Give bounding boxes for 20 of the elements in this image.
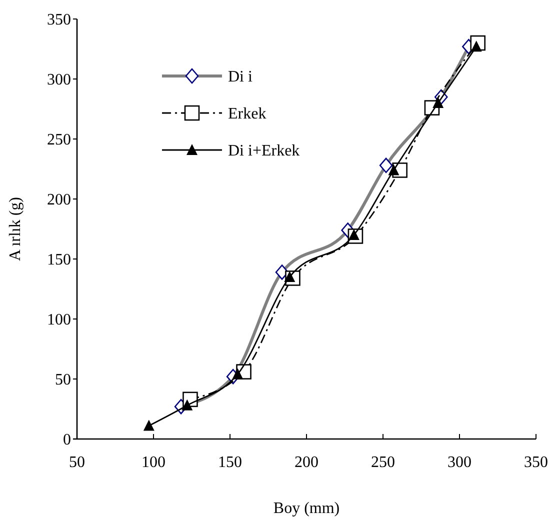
- x-tick-label: 350: [524, 454, 548, 471]
- legend-label: Erkek: [228, 106, 266, 123]
- legend-label: Di i: [228, 68, 253, 86]
- x-tick-label: 50: [69, 454, 85, 471]
- y-tick-label: 250: [47, 132, 71, 149]
- x-axis-title: Boy (mm): [273, 500, 340, 517]
- y-tick-label: 300: [47, 72, 71, 89]
- y-tick-label: 50: [55, 372, 71, 389]
- y-axis-title: A ırlık (g): [7, 197, 24, 261]
- y-tick-label: 100: [47, 312, 71, 329]
- x-tick-label: 200: [294, 454, 318, 471]
- legend-label: Di i+Erkek: [228, 142, 300, 160]
- x-tick-label: 250: [371, 454, 395, 471]
- y-tick-label: 150: [47, 252, 71, 269]
- y-tick-label: 0: [63, 432, 71, 449]
- y-tick-label: 350: [47, 12, 71, 29]
- x-tick-label: 100: [142, 454, 166, 471]
- y-tick-label: 200: [47, 192, 71, 209]
- x-tick-label: 300: [448, 454, 472, 471]
- x-tick-label: 150: [218, 454, 242, 471]
